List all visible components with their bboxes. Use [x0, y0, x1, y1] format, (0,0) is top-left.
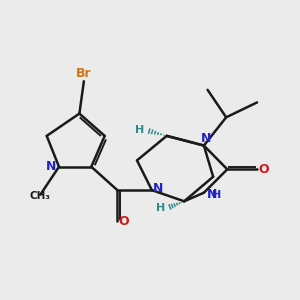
Text: N: N: [207, 188, 217, 201]
Text: O: O: [258, 163, 269, 176]
Text: H: H: [156, 203, 165, 213]
Text: O: O: [119, 215, 129, 228]
Text: N: N: [153, 182, 164, 195]
Text: N: N: [200, 132, 211, 146]
Text: N: N: [46, 160, 56, 173]
Text: CH₃: CH₃: [30, 191, 51, 201]
Text: Br: Br: [76, 67, 92, 80]
Text: H: H: [135, 125, 144, 135]
Text: H: H: [212, 190, 221, 200]
